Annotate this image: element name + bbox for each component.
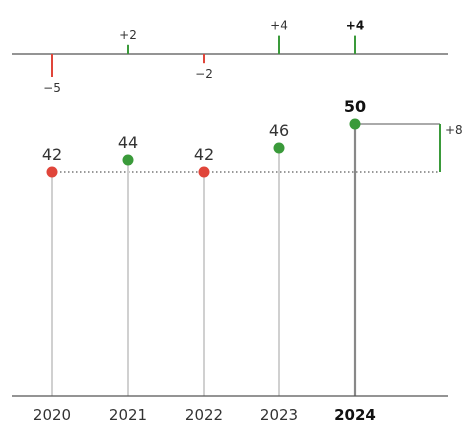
year-label-2023: 2023 xyxy=(260,406,298,424)
value-label-2022: 42 xyxy=(194,145,214,164)
point-2024 xyxy=(349,118,361,130)
year-label-2024: 2024 xyxy=(334,406,376,424)
year-label-2020: 2020 xyxy=(33,406,71,424)
year-label-layer: 2020 2021 2022 2023 2024 xyxy=(33,406,376,424)
change-label-2024: +4 xyxy=(346,19,364,33)
reference-layer: +8 xyxy=(52,123,463,173)
point-2022 xyxy=(198,166,210,178)
value-label-2020: 42 xyxy=(42,145,62,164)
point-2023 xyxy=(273,142,285,154)
stem-layer xyxy=(51,124,357,396)
change-strip: −5 +2 −2 +4 +4 xyxy=(12,19,448,95)
dot-layer xyxy=(46,118,361,178)
value-label-2024: 50 xyxy=(344,97,366,116)
value-label-2021: 44 xyxy=(118,133,138,152)
value-label-2023: 46 xyxy=(269,121,289,140)
point-2020 xyxy=(46,166,58,178)
change-label-2020: −5 xyxy=(43,81,61,95)
difference-label: +8 xyxy=(445,123,463,137)
value-label-layer: 42 44 42 46 50 xyxy=(42,97,366,164)
change-label-2021: +2 xyxy=(119,28,137,42)
year-label-2021: 2021 xyxy=(109,406,147,424)
change-label-2022: −2 xyxy=(195,67,213,81)
point-2021 xyxy=(122,154,134,166)
change-label-2023: +4 xyxy=(270,19,288,33)
year-label-2022: 2022 xyxy=(185,406,223,424)
